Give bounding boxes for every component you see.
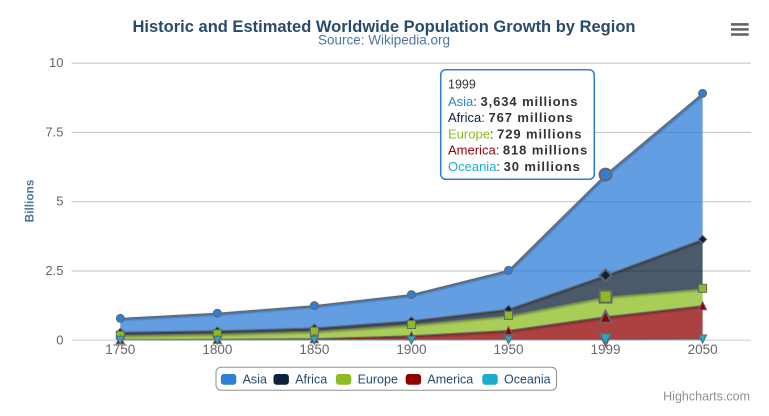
svg-text:Oceania: Oceania <box>504 373 551 387</box>
svg-text:0: 0 <box>56 332 63 347</box>
svg-text:Africa: 767 millions: Africa: 767 millions <box>448 110 574 125</box>
svg-text:Africa: Africa <box>295 373 327 387</box>
svg-text:Oceania: 30 millions: Oceania: 30 millions <box>448 159 581 174</box>
svg-text:Europe: Europe <box>358 373 398 387</box>
svg-text:2050: 2050 <box>688 342 718 357</box>
svg-text:America: America <box>427 373 473 387</box>
svg-text:10: 10 <box>49 55 63 70</box>
svg-text:Source: Wikipedia.org: Source: Wikipedia.org <box>318 33 450 48</box>
svg-text:1800: 1800 <box>202 342 232 357</box>
svg-text:America: 818 millions: America: 818 millions <box>448 143 588 158</box>
svg-text:Asia: Asia <box>243 373 267 387</box>
svg-text:Asia: 3,634 millions: Asia: 3,634 millions <box>448 94 578 109</box>
svg-text:2.5: 2.5 <box>45 263 63 278</box>
svg-text:5: 5 <box>56 194 63 209</box>
svg-text:Europe: 729 millions: Europe: 729 millions <box>448 127 582 142</box>
svg-text:1999: 1999 <box>448 78 476 92</box>
svg-text:1900: 1900 <box>396 342 426 357</box>
svg-text:7.5: 7.5 <box>45 124 63 139</box>
svg-text:1950: 1950 <box>493 342 523 357</box>
svg-text:1750: 1750 <box>105 342 135 357</box>
svg-text:1999: 1999 <box>591 342 621 357</box>
svg-text:1850: 1850 <box>299 342 329 357</box>
svg-text:Highcharts.com: Highcharts.com <box>663 390 750 404</box>
svg-text:Historic and Estimated Worldwi: Historic and Estimated Worldwide Populat… <box>133 18 636 36</box>
svg-text:Billions: Billions <box>23 179 37 222</box>
